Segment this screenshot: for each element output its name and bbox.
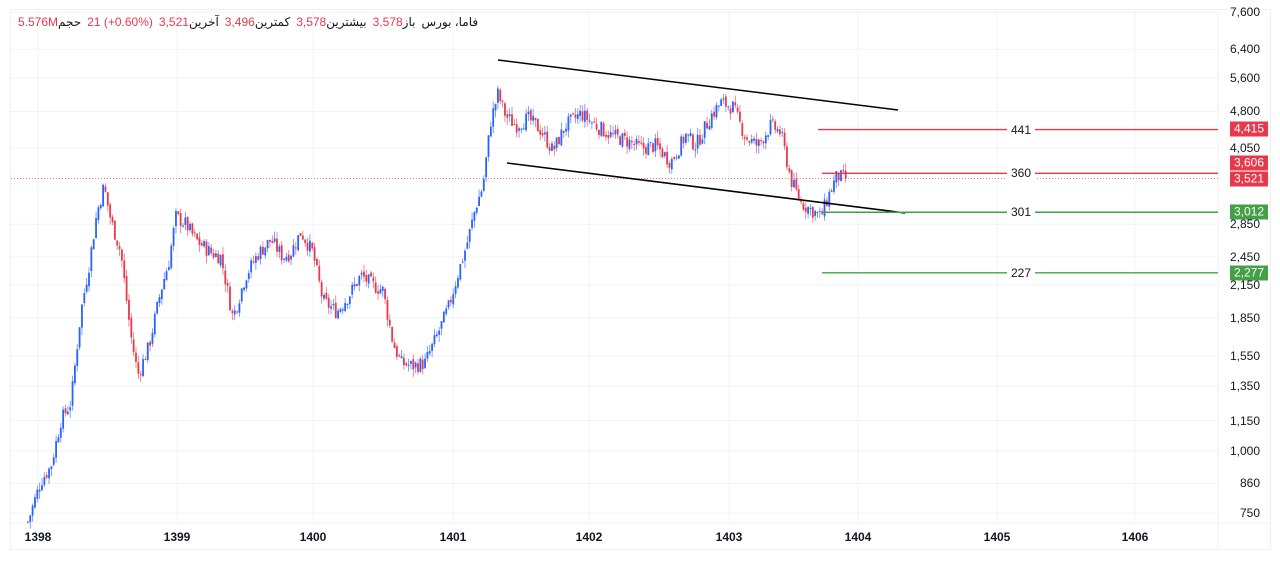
y-tick-label: 860 xyxy=(1239,476,1260,491)
price-badge: 3,012 xyxy=(1230,204,1268,220)
level-label: 360 xyxy=(1006,166,1036,181)
symbol-name: فاما، بورس xyxy=(421,15,479,29)
ohlc-legend: فاما، بورس باز3,578 بیشترین3,578 کمترین3… xyxy=(18,15,478,29)
level-label: 441 xyxy=(1006,122,1036,137)
grid-lines xyxy=(11,10,1271,550)
y-tick-label: 1,350 xyxy=(1229,378,1260,393)
price-badge: 3,606 xyxy=(1230,155,1268,171)
y-tick-label: 1,150 xyxy=(1229,413,1260,428)
x-tick-label: 1399 xyxy=(163,530,191,544)
price-badge: 4,415 xyxy=(1230,121,1268,137)
legend-change: 21 (+0.60%) xyxy=(87,15,153,29)
price-badge: 3,521 xyxy=(1230,171,1268,187)
x-tick-label: 1406 xyxy=(1121,530,1149,544)
chart-frame xyxy=(10,9,1271,550)
x-tick-label: 1398 xyxy=(24,530,52,544)
x-tick-label: 1400 xyxy=(299,530,327,544)
drawing-overlays xyxy=(11,59,1218,274)
legend-high: بیشترین3,578 xyxy=(296,15,367,29)
legend-close: آخرین3,521 xyxy=(158,15,219,29)
y-tick-label: 4,050 xyxy=(1229,141,1260,156)
price-badge: 2,277 xyxy=(1230,265,1268,281)
legend-volume: حجم5.576M xyxy=(18,15,82,29)
y-tick-label: 6,400 xyxy=(1229,42,1260,57)
legend-open: باز3,578 xyxy=(372,15,416,29)
candlestick-series xyxy=(27,85,847,529)
channel-lower-trendline[interactable] xyxy=(506,162,906,214)
level-label: 227 xyxy=(1006,265,1036,280)
channel-upper-trendline[interactable] xyxy=(497,59,899,111)
y-tick-label: 1,550 xyxy=(1229,348,1260,363)
y-tick-label: 7,600 xyxy=(1229,5,1260,20)
y-tick-label: 1,000 xyxy=(1229,443,1260,458)
x-tick-label: 1402 xyxy=(575,530,603,544)
y-tick-label: 750 xyxy=(1239,505,1260,520)
x-tick-label: 1403 xyxy=(715,530,743,544)
x-tick-label: 1401 xyxy=(439,530,467,544)
level-label: 301 xyxy=(1006,205,1036,220)
x-tick-label: 1405 xyxy=(983,530,1011,544)
y-tick-label: 2,850 xyxy=(1229,217,1260,232)
x-tick-label: 1404 xyxy=(844,530,872,544)
y-tick-label: 2,150 xyxy=(1229,278,1260,293)
y-tick-label: 4,800 xyxy=(1229,104,1260,119)
y-tick-label: 1,850 xyxy=(1229,310,1260,325)
legend-low: کمترین3,496 xyxy=(224,15,291,29)
y-tick-label: 2,450 xyxy=(1229,249,1260,264)
y-tick-label: 5,600 xyxy=(1229,71,1260,86)
